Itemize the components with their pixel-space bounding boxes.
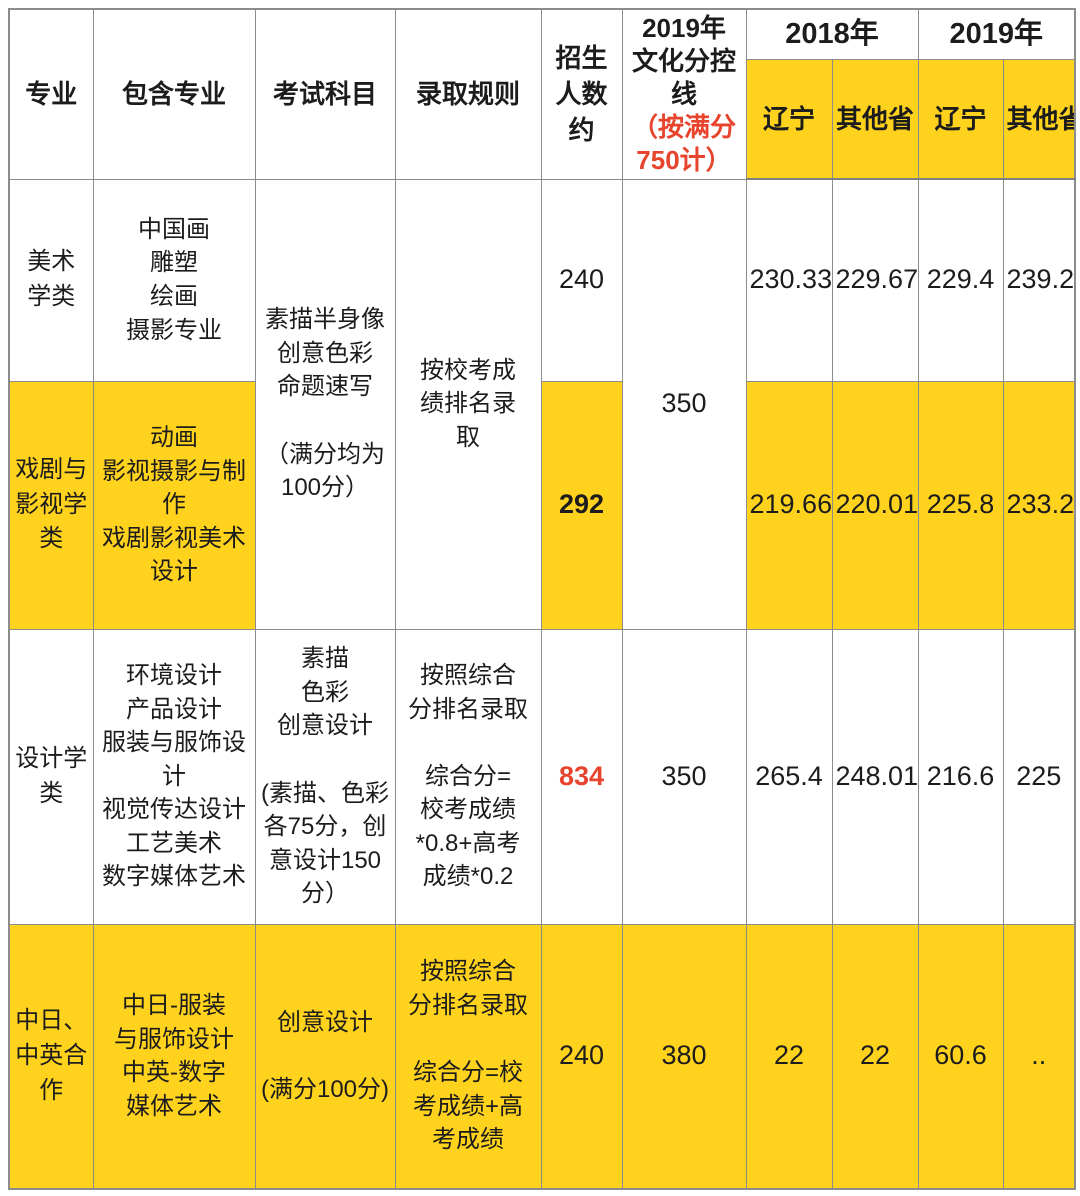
header-major: 专业 <box>8 8 94 180</box>
cell-design-2018-liaoning: 265.4 <box>745 628 833 925</box>
row-design: 设计学 类 环境设计 产品设计 服装与服饰设 计 视觉传达设计 工艺美术 数字媒… <box>8 628 1076 925</box>
cell-fine-arts-included: 中国画 雕塑 绘画 摄影专业 <box>92 178 256 382</box>
cell-fine-arts-2018-other: 229.67 <box>831 178 919 382</box>
cell-fine-arts-enrollment: 240 <box>540 178 623 382</box>
header-2019-liaoning: 辽宁 <box>917 58 1004 180</box>
cell-design-2019-liaoning: 216.6 <box>917 628 1004 925</box>
header-year-2019: 2019年 <box>917 8 1076 60</box>
cell-cutoff-rows1-2: 350 <box>621 178 747 630</box>
cell-drama-2019-liaoning: 225.8 <box>917 380 1004 630</box>
cell-joint-subjects: 创意设计 (满分100分) <box>254 923 396 1190</box>
cell-drama-2018-liaoning: 219.66 <box>745 380 833 630</box>
cell-joint-2019-liaoning: 60.6 <box>917 923 1004 1190</box>
header-2019-other-provinces: 其他省 <box>1002 58 1076 180</box>
cell-drama-2018-other: 220.01 <box>831 380 919 630</box>
cell-design-included: 环境设计 产品设计 服装与服饰设 计 视觉传达设计 工艺美术 数字媒体艺术 <box>92 628 256 925</box>
cell-drama-included: 动画 影视摄影与制 作 戏剧影视美术 设计 <box>92 380 256 630</box>
cell-fine-arts-2018-liaoning: 230.33 <box>745 178 833 382</box>
cell-drama-enrollment: 292 <box>540 380 623 630</box>
header-admission-rules: 录取规则 <box>394 8 542 180</box>
row-fine-arts: 美术 学类 中国画 雕塑 绘画 摄影专业 素描半身像 创意色彩 命题速写 （满分… <box>8 178 1076 630</box>
cell-drama-2019-other: 233.2 <box>1002 380 1076 630</box>
cutoff-note: （按满分 750计） <box>631 111 736 175</box>
cell-joint-major: 中日、 中英合 作 <box>8 923 94 1190</box>
header-exam-subjects: 考试科目 <box>254 8 396 180</box>
cell-joint-2018-other: 22 <box>831 923 919 1190</box>
header-culture-cutoff: 2019年 文化分控 线（按满分 750计） <box>621 8 747 180</box>
cell-design-2018-other: 248.01 <box>831 628 919 925</box>
cell-design-enrollment: 834 <box>540 628 623 925</box>
cell-joint-2019-other: .. <box>1002 923 1076 1190</box>
cell-joint-enrollment: 240 <box>540 923 623 1190</box>
cell-joint-included: 中日-服装 与服饰设计 中英-数字 媒体艺术 <box>92 923 256 1190</box>
cell-fine-arts-2019-other: 239.2 <box>1002 178 1076 382</box>
cell-fine-arts-2019-liaoning: 229.4 <box>917 178 1004 382</box>
cell-rules-rows1-2: 按校考成 绩排名录 取 <box>394 178 542 630</box>
cell-design-rules: 按照综合 分排名录取 综合分= 校考成绩 *0.8+高考 成绩*0.2 <box>394 628 542 925</box>
row-drama-film: 戏剧与 影视学 类 动画 影视摄影与制 作 戏剧影视美术 设计 292 219.… <box>8 380 1076 630</box>
header-2018-liaoning: 辽宁 <box>745 58 833 180</box>
admissions-score-table: 专业 包含专业 考试科目 录取规则 招生 人数 约 2019年 文化分控 线（按… <box>8 8 1077 1190</box>
header-2018-other-provinces: 其他省 <box>831 58 919 180</box>
cell-subjects-rows1-2: 素描半身像 创意色彩 命题速写 （满分均为 100分） <box>254 178 396 630</box>
cell-drama-major: 戏剧与 影视学 类 <box>8 380 94 630</box>
cell-joint-2018-liaoning: 22 <box>745 923 833 1190</box>
header-enrollment: 招生 人数 约 <box>540 8 623 180</box>
cutoff-title: 2019年 文化分控 线 <box>631 12 736 109</box>
cell-joint-cutoff: 380 <box>621 923 747 1190</box>
row-joint-program: 中日、 中英合 作 中日-服装 与服饰设计 中英-数字 媒体艺术 创意设计 (满… <box>8 923 1076 1190</box>
header-year-2018: 2018年 <box>745 8 919 60</box>
cell-design-major: 设计学 类 <box>8 628 94 925</box>
cell-joint-rules: 按照综合 分排名录取 综合分=校 考成绩+高 考成绩 <box>394 923 542 1190</box>
cell-fine-arts-major: 美术 学类 <box>8 178 94 382</box>
cell-design-cutoff: 350 <box>621 628 747 925</box>
header-included-majors: 包含专业 <box>92 8 256 180</box>
cell-design-subjects: 素描 色彩 创意设计 (素描、色彩 各75分，创 意设计150 分） <box>254 628 396 925</box>
cell-design-2019-other: 225 <box>1002 628 1076 925</box>
